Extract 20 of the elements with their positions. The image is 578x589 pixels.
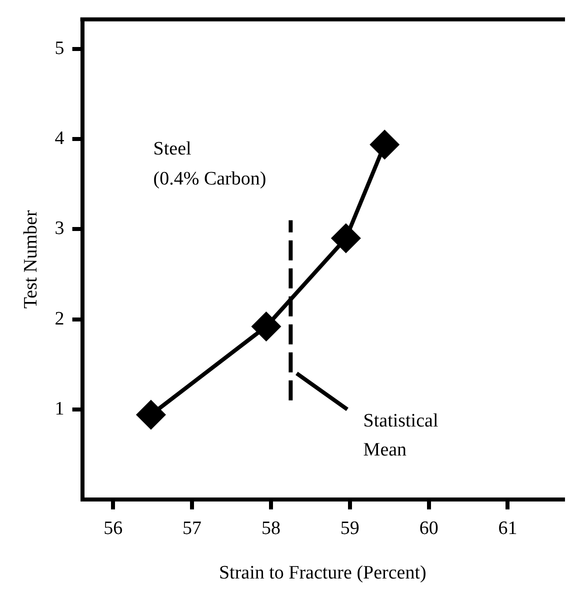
- x-tick-label: 57: [182, 518, 202, 539]
- point: [370, 130, 400, 160]
- y-tick-label: 5: [54, 38, 64, 60]
- y-tick-label: 1: [54, 398, 64, 420]
- y-axis-title: Test Number: [20, 210, 42, 309]
- x-tick-label: 61: [498, 518, 518, 539]
- x-tick-label: 60: [419, 518, 438, 539]
- point: [251, 311, 282, 342]
- point: [136, 400, 166, 430]
- annotation: Steel: [153, 138, 192, 160]
- y-tick-label: 4: [54, 128, 65, 150]
- annotation: (0.4% Carbon): [153, 168, 266, 190]
- x-tick-label: 56: [104, 518, 123, 539]
- y-tick-label: 2: [54, 308, 64, 330]
- x-tick-label: 58: [261, 518, 280, 539]
- annotation: Statistical Mean: [363, 410, 438, 460]
- x-tick-label: 59: [340, 518, 360, 539]
- point: [330, 223, 361, 254]
- x-axis-title: Strain to Fracture (Percent): [218, 562, 426, 584]
- y-tick-label: 3: [54, 218, 64, 240]
